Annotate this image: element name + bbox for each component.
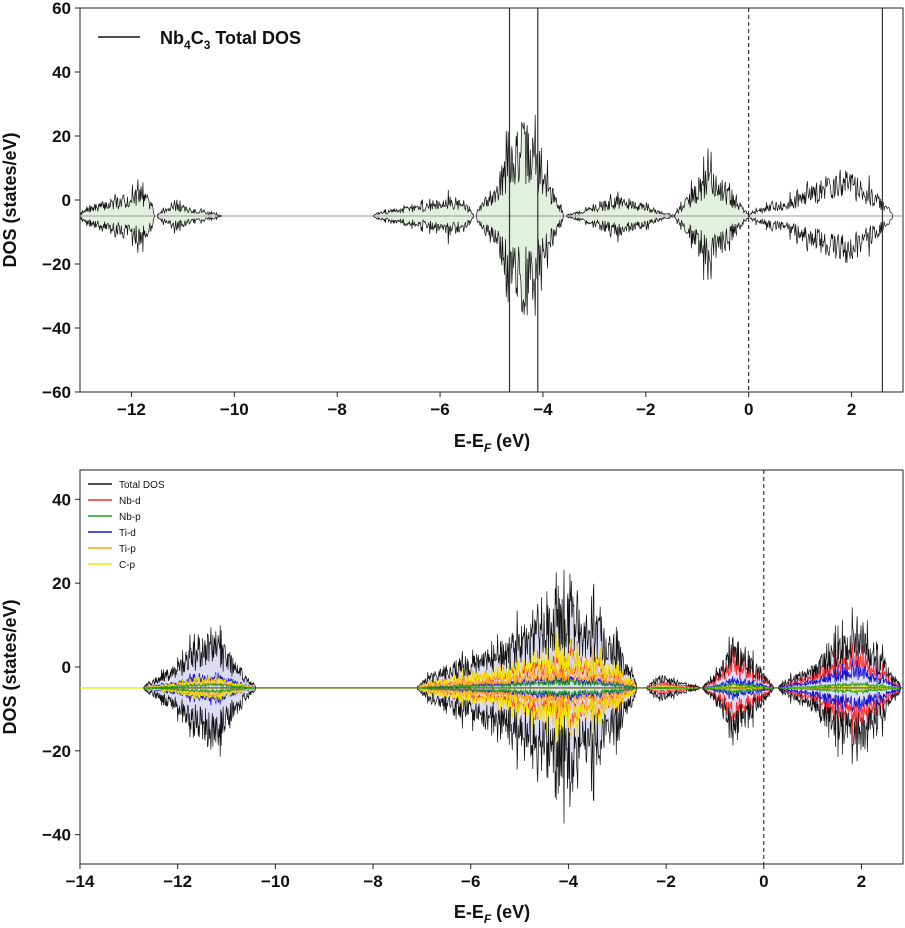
top-dos-curves	[79, 114, 903, 316]
top-xtick-label: −10	[220, 400, 249, 419]
bottom-legend-label: Total DOS	[119, 480, 165, 491]
bottom-pdos-nb-p	[702, 687, 774, 695]
bottom-xtick-label: −10	[261, 872, 290, 891]
top-ytick-label: 40	[52, 63, 71, 82]
top-xtick-label: −12	[117, 400, 146, 419]
top-dos-upper	[565, 191, 675, 217]
top-xtick-label: −8	[327, 400, 346, 419]
bottom-legend-label: Ti-p	[119, 544, 136, 555]
bottom-total-lower	[702, 687, 774, 746]
bottom-total-upper	[416, 569, 638, 689]
bottom-total-lower	[416, 687, 638, 824]
bottom-pdos-nb-p	[646, 687, 701, 690]
bottom-dos-curves	[80, 470, 903, 864]
top-dos-lower	[79, 215, 155, 253]
bottom-pdos-nb-p	[416, 687, 638, 698]
top-dos-fill	[80, 114, 749, 316]
top-dos-upper	[156, 199, 222, 217]
top-dos-upper	[373, 189, 474, 217]
bottom-pdos-c-p	[416, 687, 638, 744]
top-ytick-label: 0	[62, 191, 71, 210]
bottom-ytick-label: 0	[62, 658, 71, 677]
top-band-fill	[157, 199, 222, 234]
bottom-pdos-nb-p	[416, 677, 637, 689]
bottom-ytick-label: −20	[42, 742, 71, 761]
bottom-total-lower	[143, 687, 257, 757]
bottom-xtick-label: −8	[363, 872, 382, 891]
bottom-pdos-ti-d	[778, 687, 901, 714]
top-dos-upper	[673, 148, 750, 217]
bottom-pdos-ti-d	[778, 657, 901, 689]
top-dos-lower	[748, 215, 894, 264]
bottom-xtick-label: 2	[857, 872, 866, 891]
top-dos-lower	[475, 215, 564, 316]
top-y-axis-label: DOS (states/eV)	[0, 132, 20, 267]
top-legend-label: Nb4C3 Total DOS	[160, 28, 301, 52]
top-dos-lower	[673, 215, 750, 281]
bottom-legend-label: Nb-p	[119, 512, 141, 523]
top-xtick-label: −6	[430, 400, 449, 419]
bottom-legend-label: Ti-d	[119, 528, 136, 539]
bottom-pdos-c-p	[416, 632, 638, 689]
top-xtick-label: −2	[636, 400, 655, 419]
top-dos-lower	[156, 215, 222, 234]
bottom-legend-label: C-p	[119, 560, 136, 571]
bottom-xtick-label: −4	[559, 872, 579, 891]
bottom-total-lower	[778, 687, 901, 765]
bottom-legend: Total DOS Nb-d Nb-p Ti-d Ti-p C-p	[88, 480, 165, 571]
top-band-fill	[674, 148, 749, 280]
top-ytick-label: −60	[42, 383, 71, 402]
top-band-fill	[373, 190, 474, 245]
top-ytick-label: −20	[42, 255, 71, 274]
bottom-x-axis-label: E-EF (eV)	[454, 902, 530, 926]
top-dos-lower	[565, 215, 675, 243]
bottom-pdos-nb-p	[778, 681, 901, 689]
bottom-ytick-label: 20	[52, 574, 71, 593]
top-band-fill	[476, 114, 564, 316]
bottom-xtick-label: −14	[66, 872, 95, 891]
bottom-ytick-label: 40	[52, 490, 71, 509]
bottom-total-upper	[143, 625, 257, 689]
bottom-y-axis-label: DOS (states/eV)	[0, 599, 20, 734]
top-xtick-label: −4	[533, 400, 553, 419]
bottom-ytick-label: −40	[42, 826, 71, 845]
bottom-total-lower	[646, 687, 701, 702]
top-ytick-label: 20	[52, 127, 71, 146]
bottom-pdos-nb-d	[778, 641, 901, 689]
top-vertical-lines	[508, 8, 884, 392]
bottom-total-upper	[778, 607, 901, 689]
bottom-total-upper	[702, 636, 774, 689]
bottom-pdos-ti-p	[416, 687, 638, 715]
bottom-pdos-ti-p	[416, 661, 638, 689]
top-legend: Nb4C3 Total DOS	[98, 28, 301, 52]
top-xtick-label: 2	[847, 400, 856, 419]
bottom-xtick-label: −12	[163, 872, 192, 891]
bottom-legend-label: Nb-d	[119, 496, 141, 507]
bottom-pdos-c-p	[143, 674, 257, 689]
bottom-pdos-nb-p	[778, 687, 901, 697]
top-dos-lower	[373, 215, 474, 245]
top-ytick-label: −40	[42, 319, 71, 338]
bottom-xtick-label: 0	[759, 872, 768, 891]
bottom-pdos-nb-p	[143, 687, 256, 694]
bottom-pdos-ti-d	[416, 687, 638, 703]
top-dos-upper	[475, 114, 564, 217]
top-dos-upper	[79, 179, 155, 217]
bottom-total-upper	[646, 675, 701, 689]
top-band-fill	[566, 191, 675, 243]
bottom-xtick-label: −6	[461, 872, 480, 891]
bottom-pdos-nb-p	[143, 682, 256, 689]
bottom-pdos-nb-p	[702, 682, 774, 689]
top-x-axis-label: E-EF (eV)	[454, 431, 530, 455]
top-ytick-label: 60	[52, 0, 71, 18]
top-xtick-label: 0	[744, 400, 753, 419]
top-dos-upper	[748, 169, 894, 217]
bottom-xtick-label: −2	[656, 872, 675, 891]
